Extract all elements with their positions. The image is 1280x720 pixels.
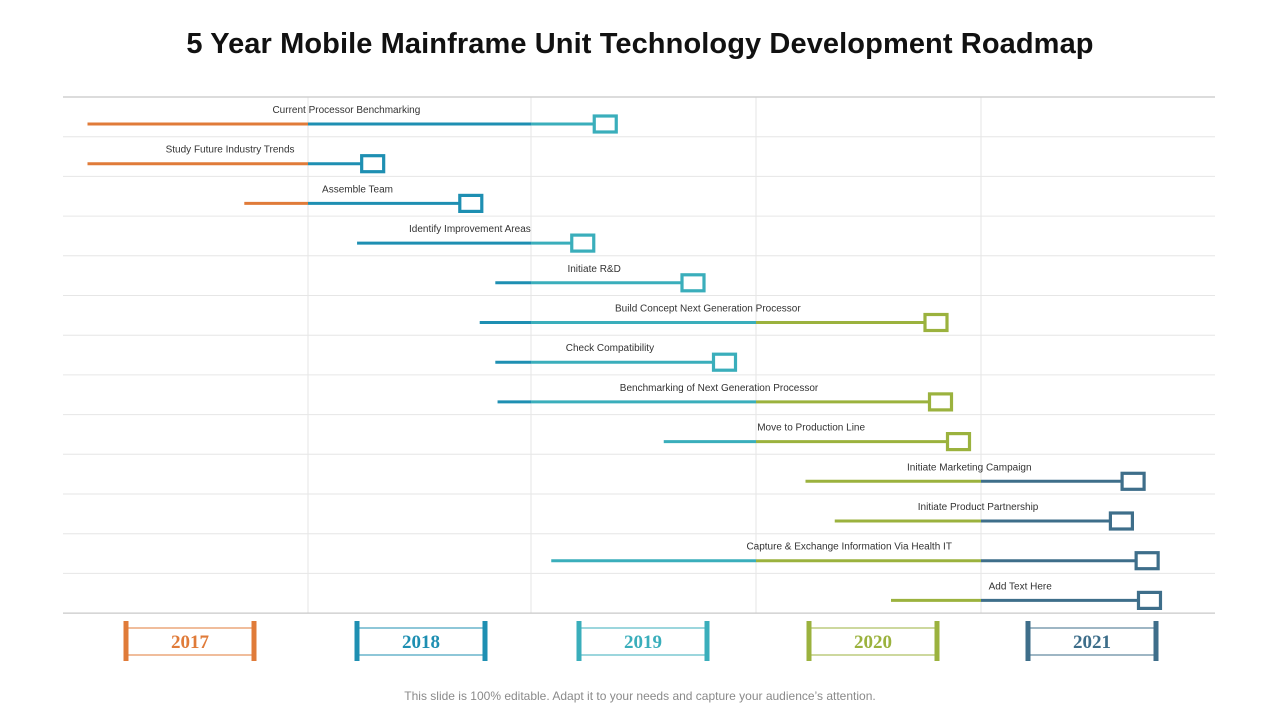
footer-note: This slide is 100% editable. Adapt it to… — [404, 689, 876, 703]
task-row: Initiate Product Partnership — [834, 502, 1135, 531]
grid-layer — [63, 96, 1215, 614]
year-badge-2021: 2021 — [1025, 621, 1159, 661]
years-layer: 2017 2018 2019 2020 2021 — [123, 621, 1159, 661]
year-badge-2017: 2017 — [123, 621, 257, 661]
page-title: 5 Year Mobile Mainframe Unit Technology … — [186, 28, 1094, 60]
milestone-marker — [927, 392, 954, 412]
task-row: Study Future Industry Trends — [87, 145, 386, 174]
task-label: Initiate Product Partnership — [918, 502, 1039, 513]
year-label: 2021 — [1073, 632, 1111, 653]
milestone-marker — [1136, 590, 1163, 611]
milestone-marker — [1120, 471, 1146, 491]
task-label: Check Compatibility — [566, 343, 654, 354]
task-row: Add Text Here — [891, 581, 1163, 611]
milestone-marker — [1108, 511, 1135, 531]
task-row: Benchmarking of Next Generation Processo… — [497, 383, 954, 412]
milestone-marker — [680, 273, 706, 293]
milestone-marker — [360, 154, 386, 174]
year-badge-2018: 2018 — [354, 621, 488, 661]
milestone-marker — [570, 233, 596, 253]
task-row: Current Processor Benchmarking — [87, 105, 618, 134]
task-label: Current Processor Benchmarking — [272, 105, 420, 116]
milestone-marker — [458, 193, 484, 213]
task-row: Initiate Marketing Campaign — [805, 462, 1146, 491]
task-label: Identify Improvement Areas — [409, 224, 531, 235]
task-label: Add Text Here — [989, 581, 1053, 592]
task-row: Identify Improvement Areas — [357, 224, 596, 253]
year-badge-2020: 2020 — [806, 621, 940, 661]
milestone-marker — [1134, 551, 1160, 571]
year-label: 2017 — [171, 632, 210, 653]
task-label: Initiate R&D — [567, 264, 620, 275]
milestone-marker — [923, 312, 949, 333]
task-row: Capture & Exchange Information Via Healt… — [551, 542, 1160, 571]
year-badge-2019: 2019 — [576, 621, 710, 661]
milestone-marker — [711, 352, 738, 372]
task-label: Study Future Industry Trends — [166, 145, 295, 156]
year-label: 2018 — [402, 632, 440, 653]
task-row: Check Compatibility — [495, 343, 738, 372]
bars-layer: Current Processor Benchmarking Study Futu… — [87, 105, 1163, 611]
year-label: 2019 — [624, 632, 662, 653]
task-label: Assemble Team — [322, 184, 393, 195]
task-row: Initiate R&D — [495, 264, 706, 293]
task-label: Capture & Exchange Information Via Healt… — [746, 542, 951, 553]
task-label: Benchmarking of Next Generation Processo… — [620, 383, 819, 394]
task-label: Build Concept Next Generation Processor — [615, 304, 801, 315]
task-row: Assemble Team — [244, 184, 484, 213]
task-label: Move to Production Line — [757, 423, 865, 434]
task-row: Move to Production Line — [663, 423, 972, 452]
year-label: 2020 — [854, 632, 892, 653]
task-label: Initiate Marketing Campaign — [907, 462, 1032, 473]
milestone-marker — [945, 432, 972, 452]
milestone-marker — [592, 114, 618, 134]
task-row: Build Concept Next Generation Processor — [479, 304, 949, 333]
